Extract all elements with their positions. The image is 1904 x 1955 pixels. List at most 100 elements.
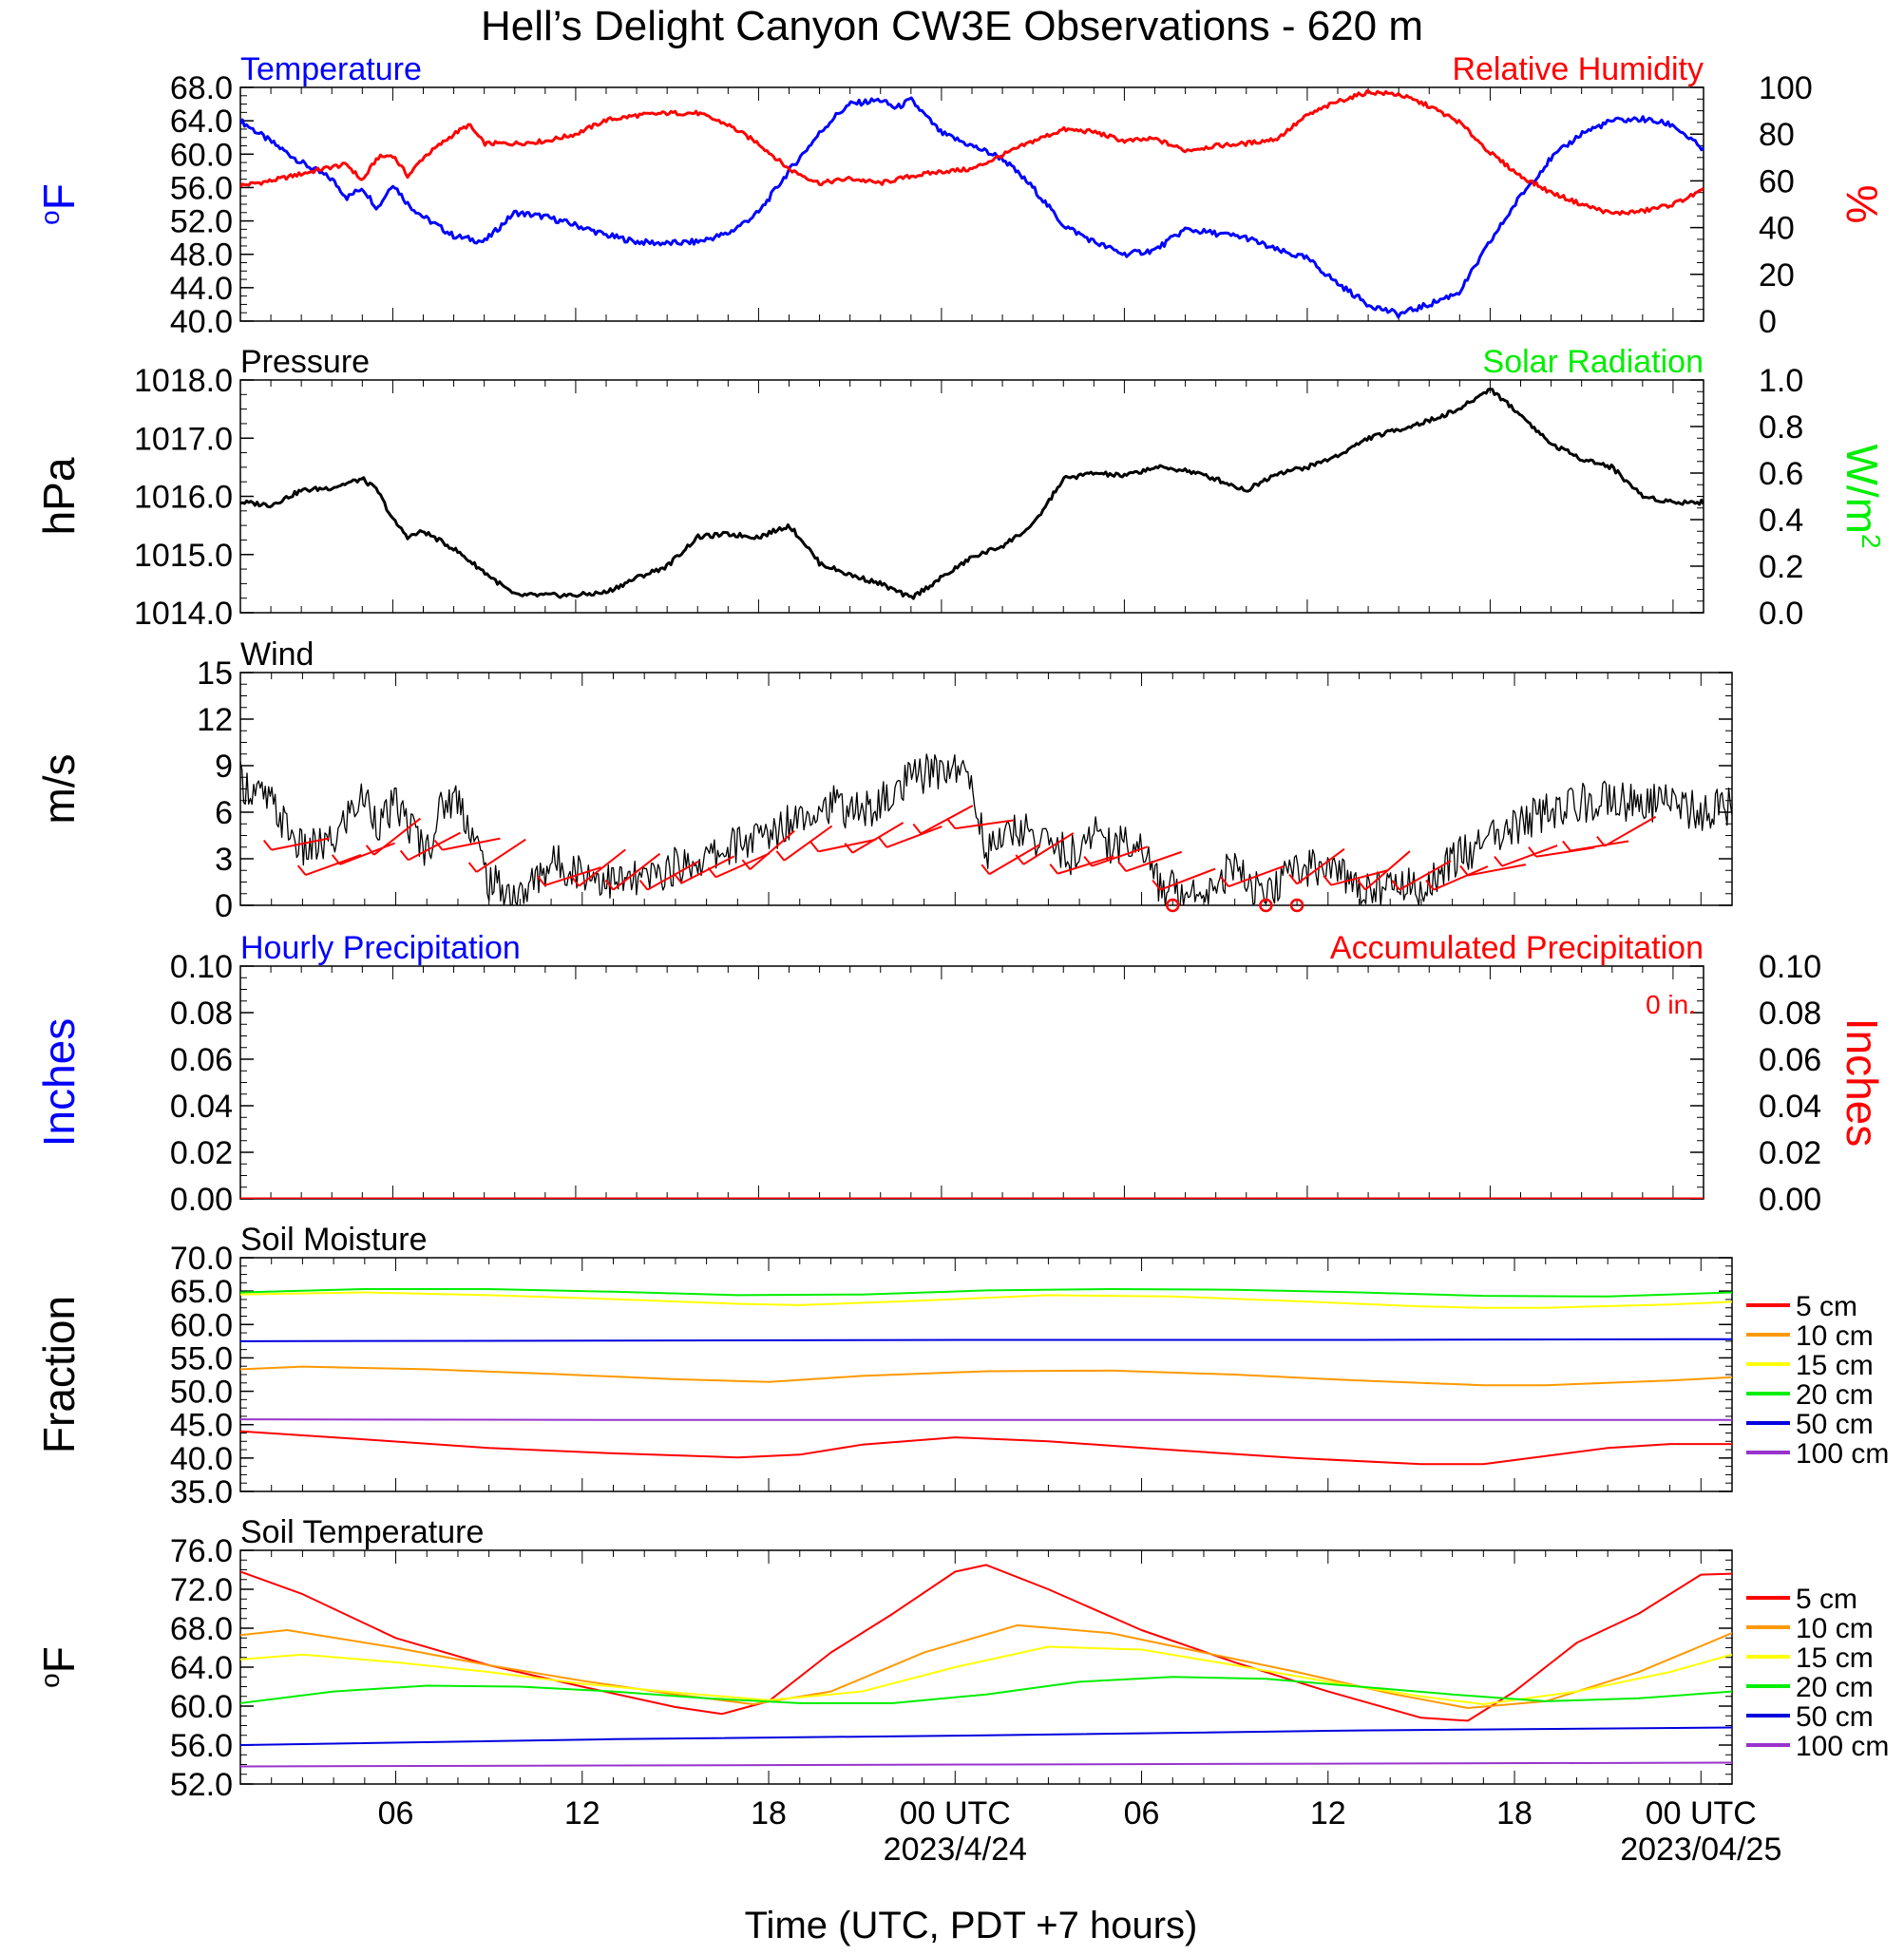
panel-soil_moisture: 70.065.060.055.050.045.040.035.0 Soil Moi…	[34, 1222, 1889, 1510]
calm-wind-marker	[1259, 898, 1273, 913]
y-tick-label-left: 0.10	[170, 949, 233, 985]
wind-barb	[1501, 845, 1558, 867]
wind-barb-flag	[912, 823, 923, 835]
y-tick-label-left: 68.0	[170, 1611, 233, 1647]
panel-title-left: Wind	[240, 636, 314, 673]
y-tick-label-right: 0.8	[1759, 409, 1803, 446]
wind-barb-flag	[467, 862, 478, 873]
wind-barb-flag	[673, 873, 683, 884]
y-tick-label-left: 64.0	[170, 104, 233, 140]
y-axis-label-right: %	[1837, 185, 1887, 224]
panel-temp_rh: 68.064.060.056.052.048.044.040.0 100 80 60 4…	[34, 51, 1887, 340]
wind-barb	[544, 866, 601, 886]
panel-frame	[239, 1549, 1733, 1785]
y-tick-label-right: 0.0	[1759, 596, 1803, 632]
legend-label: 100 cm	[1796, 1731, 1889, 1762]
legend-label: 50 cm	[1796, 1701, 1874, 1733]
x-tick-label: 00 UTC	[900, 1795, 1011, 1832]
y-tick-label-left: 3	[215, 842, 233, 878]
y-tick-label-left: 64.0	[170, 1650, 233, 1686]
y-tick-label-right: 80	[1759, 117, 1795, 153]
y-tick-label-right: 0.08	[1759, 996, 1821, 1032]
wind-barb-flag	[365, 845, 375, 856]
y-tick-label-left: 56.0	[170, 170, 233, 206]
wind-barb	[1159, 867, 1216, 891]
wind-barb	[1604, 815, 1657, 847]
wind-barb-flag	[1323, 875, 1332, 886]
wind-barb	[783, 825, 833, 862]
y-tick-label-left: 56.0	[170, 1728, 233, 1764]
wind-barb-flag	[1288, 873, 1298, 885]
wind-barb	[1057, 855, 1114, 875]
legend-label: 20 cm	[1796, 1672, 1874, 1703]
wind-barb	[1570, 840, 1629, 852]
x-tick-label: 00 UTC	[1646, 1795, 1757, 1832]
wind-barb	[1228, 864, 1285, 888]
wind-barb	[442, 837, 501, 851]
wind-barb	[305, 853, 362, 877]
wind-barb-flag	[1494, 856, 1503, 867]
wind-barb	[955, 819, 1014, 830]
y-tick-label-left: 68.0	[170, 70, 233, 106]
wind-barb	[1091, 845, 1149, 867]
x-tick-label: 12	[564, 1795, 600, 1832]
series-line-100-cm	[240, 1761, 1732, 1768]
y-tick-label-right: 60	[1759, 163, 1795, 199]
x-tick-date-label: 2023/4/24	[884, 1832, 1027, 1868]
y-tick-label-left: 70.0	[170, 1241, 233, 1277]
x-tick-label: 12	[1310, 1795, 1346, 1832]
x-axis-label: Time (UTC, PDT +7 hours)	[745, 1905, 1198, 1946]
calm-wind-marker	[1289, 898, 1304, 913]
panel-precip: 0.10 0.08 0.06 0.04 0.02 0.00 0.10 0.08 0.06 0.04…	[34, 930, 1887, 1218]
series-line-10-cm	[240, 1365, 1732, 1387]
y-axis-label-right: Inches	[1837, 1018, 1887, 1148]
panel-title-right: Accumulated Precipitation	[1330, 930, 1704, 966]
y-tick-label-left: 60.0	[170, 1307, 233, 1343]
y-tick-label-left: 76.0	[170, 1533, 233, 1569]
wind-barb-flag	[1425, 880, 1435, 891]
wind-barb-flag	[707, 866, 717, 878]
panel-frame	[239, 86, 1704, 322]
wind-barb-flag	[1220, 876, 1229, 887]
y-tick-label-right: 0.10	[1759, 949, 1821, 985]
series-line-5-cm	[240, 1564, 1732, 1722]
y-tick-label-left: 1016.0	[134, 480, 233, 516]
y-tick-label-left: 0.00	[170, 1182, 233, 1218]
y-tick-label-left: 1018.0	[134, 363, 233, 399]
wind-barb-flag	[399, 849, 409, 862]
y-tick-label-right: 0.4	[1759, 503, 1803, 539]
legend-label: 5 cm	[1796, 1291, 1857, 1322]
y-tick-label-right: 100	[1759, 70, 1813, 106]
series-line-20-cm	[240, 1676, 1732, 1704]
wind-barb	[749, 829, 795, 871]
series-line-relative-humidity	[240, 89, 1704, 217]
panel-title-left: Soil Temperature	[240, 1514, 484, 1550]
series-line-pressure	[240, 388, 1704, 600]
calm-wind-marker	[1166, 898, 1180, 913]
y-tick-label-right: 0	[1759, 304, 1777, 340]
wind-barb-flag	[331, 854, 341, 865]
wind-barb-flag	[1596, 835, 1606, 847]
panel-title-right: Relative Humidity	[1452, 51, 1704, 87]
panel-title-left: Pressure	[240, 344, 370, 380]
y-tick-label-left: 60.0	[170, 1689, 233, 1725]
wind-barb-flag	[1049, 864, 1059, 875]
y-tick-label-right: 40	[1759, 211, 1795, 247]
y-tick-label-left: 65.0	[170, 1274, 233, 1310]
wind-barb-flag	[1015, 854, 1025, 865]
wind-barb	[1022, 832, 1075, 865]
wind-barb-flag	[1357, 880, 1366, 891]
wind-barb-flag	[638, 880, 649, 891]
wind-barb-flag	[1528, 846, 1537, 858]
wind-barb-flag	[878, 837, 888, 848]
y-tick-label-left: 40.0	[170, 1441, 233, 1477]
precip-total-annotation: 0 in.	[1646, 990, 1696, 1019]
y-tick-label-left: 72.0	[170, 1572, 233, 1608]
wind-barb	[1330, 869, 1389, 886]
panel-wind: 15 12 9 6 3 0 Wind m/s	[34, 636, 1733, 924]
wind-barb	[681, 855, 735, 884]
wind-barb	[612, 852, 661, 891]
y-tick-label-left: 6	[215, 795, 233, 831]
series-line-10-cm	[240, 1623, 1732, 1709]
